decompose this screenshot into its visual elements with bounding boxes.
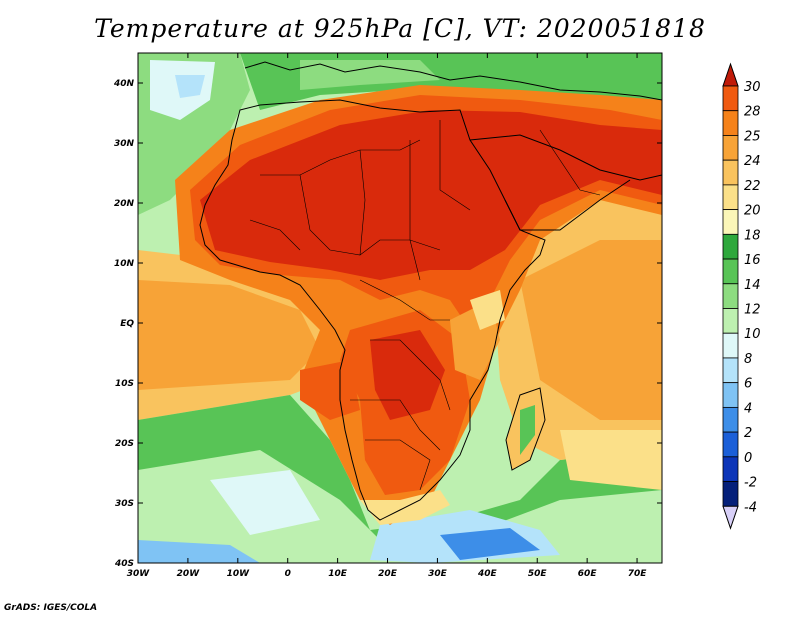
lat-label: EQ — [120, 319, 134, 329]
lon-label: 10E — [328, 569, 348, 579]
angola-coast-hot — [300, 360, 360, 420]
ethiopia-highlands — [470, 290, 505, 330]
lon-label: 50E — [528, 569, 548, 579]
colorbar-swatch — [722, 481, 739, 507]
colorbar-label: 2 — [744, 426, 752, 441]
europe-patch — [300, 60, 440, 90]
colorbar-label: 18 — [744, 228, 761, 243]
map-title: Temperature at 925hPa [C], VT: 202005181… — [94, 14, 706, 43]
lon-label: 20W — [177, 569, 201, 579]
colorbar-swatch — [722, 456, 739, 482]
border-6 — [359, 279, 450, 321]
colorbar-swatch — [722, 406, 739, 433]
colorbar-swatch — [722, 159, 739, 186]
border-11 — [539, 129, 601, 196]
madagascar-highland — [520, 405, 535, 455]
lon-label: 10W — [227, 569, 251, 579]
lon-label: 30E — [428, 569, 448, 579]
colorbar-swatch — [722, 85, 739, 112]
atlantic-north-coldspot — [175, 75, 205, 98]
lat-label: 20N — [114, 199, 135, 209]
colorbar-swatch — [722, 332, 739, 359]
colorbar-swatch — [722, 357, 739, 384]
colorbar-swatch — [722, 431, 739, 458]
southern-ocean-colder — [440, 528, 540, 560]
colorbar-label: 12 — [744, 303, 761, 318]
border-8 — [350, 399, 441, 451]
colorbar-top-arrow — [722, 62, 739, 87]
colorbar-label: 4 — [744, 401, 752, 416]
lon-label: 70E — [628, 569, 648, 579]
colorbar-swatch — [722, 308, 739, 334]
south-atlantic-coldpatch — [210, 470, 320, 535]
indian-ocean-warm — [520, 240, 662, 420]
colorbar-label: 28 — [744, 105, 761, 120]
colorbar-label: -2 — [744, 476, 757, 491]
border-1 — [260, 139, 421, 176]
lat-label: 40S — [114, 559, 134, 569]
colorbar-swatch — [722, 233, 739, 260]
madagascar-coastline — [505, 387, 546, 471]
lat-label: 40N — [113, 79, 135, 89]
colorbar-label: 20 — [744, 204, 761, 219]
plot-frame — [137, 52, 663, 564]
colorbar-swatch — [722, 184, 739, 211]
colorbar-label: 0 — [744, 451, 752, 466]
latitude-axis: 40N 30N 20N 10N EQ 10S 20S 30S 40S — [113, 79, 662, 569]
southwest-cold — [138, 540, 260, 563]
lat-label: 10S — [115, 379, 134, 389]
lon-label: 30W — [127, 569, 151, 579]
lon-label: 0 — [285, 569, 291, 579]
map-field — [138, 53, 662, 563]
border-3 — [359, 149, 366, 256]
lon-label: 20E — [378, 569, 398, 579]
colorbar-label: 6 — [744, 377, 752, 392]
lat-label: 30N — [114, 139, 135, 149]
longitude-axis: 30W 20W 10W 0 10E 20E 30E 40E 50E 60E 70E — [127, 53, 647, 579]
atlantic-equatorial — [138, 280, 320, 390]
lon-label: 40E — [477, 569, 498, 579]
indian-ocean-south — [560, 430, 662, 490]
colorbar-swatch — [722, 382, 739, 408]
coastlines — [199, 61, 662, 521]
north-coastline — [244, 61, 662, 101]
colorbar-label: 8 — [744, 352, 752, 367]
lat-label: 30S — [115, 499, 134, 509]
country-borders — [249, 120, 601, 491]
colorbar-swatch — [722, 258, 739, 285]
arabia-coast — [469, 134, 662, 181]
credit-text: GrADS: IGES/COLA — [4, 603, 98, 613]
africa-coastline — [199, 99, 546, 521]
central-africa-hottest — [370, 330, 445, 420]
colorbar-label: 25 — [744, 129, 761, 144]
border-10 — [249, 219, 301, 251]
colorbar-swatch — [722, 283, 739, 309]
colorbar-label: 24 — [744, 154, 761, 169]
border-4 — [409, 140, 421, 281]
lat-label: 10N — [114, 259, 135, 269]
colorbar-swatch — [722, 135, 739, 161]
colorbar-label: 14 — [744, 278, 761, 293]
colorbar-label: 22 — [744, 179, 761, 194]
sahara-hottest — [200, 110, 662, 280]
lon-label: 60E — [578, 569, 598, 579]
arabia-south-coast — [504, 179, 631, 231]
border-9 — [365, 439, 431, 491]
border-7 — [370, 339, 451, 411]
colorbar-label: 16 — [744, 253, 761, 268]
border-5 — [439, 120, 471, 211]
colorbar-swatch — [722, 110, 739, 136]
colorbar-bottom-arrow — [722, 505, 739, 530]
lat-label: 20S — [115, 439, 134, 449]
colorbar-label: 10 — [744, 327, 761, 342]
colorbar-swatch — [722, 209, 739, 235]
colorbar-label: -4 — [744, 500, 757, 515]
colorbar-label: 30 — [744, 80, 761, 95]
